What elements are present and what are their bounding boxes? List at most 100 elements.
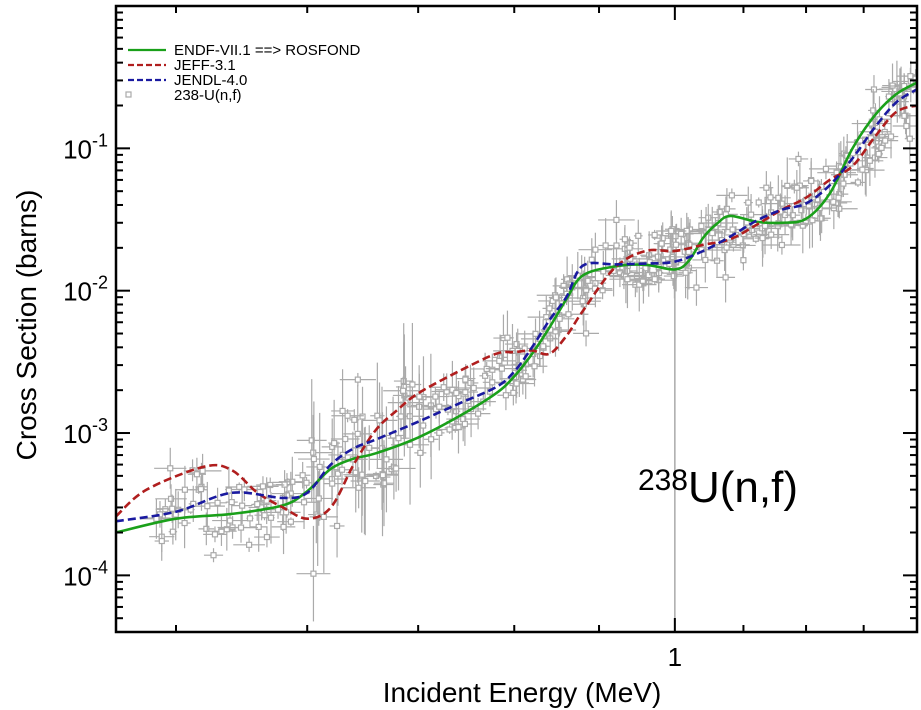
point-marker xyxy=(543,314,550,321)
data-point xyxy=(588,238,595,282)
data-point xyxy=(140,498,173,539)
point-marker xyxy=(698,222,705,230)
legend-label-2: JENDL-4.0 xyxy=(174,72,247,89)
point-marker xyxy=(372,472,380,480)
point-marker xyxy=(768,231,775,238)
legend-label-1: JEFF-3.1 xyxy=(174,57,236,74)
point-marker xyxy=(462,376,469,383)
point-marker xyxy=(841,171,848,178)
data-point xyxy=(343,385,373,483)
data-point xyxy=(538,293,568,309)
point-marker xyxy=(552,294,560,301)
point-marker xyxy=(181,519,188,527)
point-marker xyxy=(210,552,217,559)
data-point xyxy=(803,157,820,204)
data-point xyxy=(850,177,866,188)
point-marker xyxy=(621,236,629,243)
point-marker xyxy=(799,222,806,229)
point-marker xyxy=(436,403,443,410)
data-point xyxy=(797,198,808,254)
point-marker xyxy=(246,515,254,522)
point-marker xyxy=(740,257,747,264)
data-point xyxy=(328,399,341,487)
point-marker xyxy=(840,180,847,187)
point-marker xyxy=(158,537,165,545)
data-point xyxy=(450,371,463,415)
data-point xyxy=(373,440,395,527)
data-point xyxy=(708,243,746,252)
data-point xyxy=(598,200,635,240)
data-point xyxy=(434,415,445,451)
data-point xyxy=(485,352,519,385)
point-marker xyxy=(531,363,538,370)
point-marker xyxy=(906,135,913,142)
data-point xyxy=(296,525,331,622)
point-marker xyxy=(489,366,496,373)
point-marker xyxy=(767,194,774,201)
data-point xyxy=(366,447,400,503)
data-point xyxy=(462,369,469,390)
data-point xyxy=(663,263,684,290)
data-point xyxy=(542,301,557,316)
data-point xyxy=(716,188,748,203)
data-point xyxy=(888,73,917,99)
point-marker xyxy=(392,465,400,472)
point-marker xyxy=(685,248,692,256)
point-marker xyxy=(225,487,232,494)
point-marker xyxy=(299,472,306,479)
point-marker xyxy=(830,198,837,205)
data-point xyxy=(698,206,727,260)
point-marker xyxy=(333,522,341,530)
data-point xyxy=(773,203,809,245)
point-marker xyxy=(504,334,511,341)
data-point xyxy=(208,487,227,518)
data-point xyxy=(301,476,312,489)
data-point xyxy=(510,330,539,367)
data-point xyxy=(175,465,195,514)
data-point xyxy=(633,219,643,252)
data-point xyxy=(154,529,169,553)
data-point xyxy=(654,225,669,262)
point-marker xyxy=(228,499,235,506)
point-marker xyxy=(461,420,469,428)
point-marker xyxy=(702,256,709,264)
data-point xyxy=(548,277,564,318)
data-point xyxy=(341,467,376,509)
point-marker xyxy=(668,227,675,235)
data-point xyxy=(581,283,591,297)
point-marker xyxy=(859,166,866,173)
data-point xyxy=(203,526,227,543)
point-marker xyxy=(522,373,529,380)
point-marker xyxy=(560,282,567,289)
point-marker xyxy=(287,518,294,525)
point-marker xyxy=(723,205,730,212)
data-point xyxy=(423,399,439,480)
point-marker xyxy=(482,372,489,379)
data-point xyxy=(196,476,205,503)
point-marker xyxy=(223,526,230,533)
point-marker xyxy=(446,426,453,433)
point-marker xyxy=(342,435,349,443)
point-marker xyxy=(380,480,388,487)
data-point xyxy=(625,236,634,259)
data-point xyxy=(755,197,762,208)
point-marker xyxy=(300,499,308,506)
point-marker xyxy=(784,182,791,189)
data-point xyxy=(501,310,514,365)
point-marker xyxy=(280,523,287,530)
data-point xyxy=(323,467,342,501)
data-point xyxy=(296,379,327,502)
point-marker xyxy=(259,483,267,490)
data-point xyxy=(764,181,777,214)
data-point xyxy=(331,454,353,486)
point-marker xyxy=(752,235,759,242)
y-axis-label: Cross Section (barns) xyxy=(11,190,42,461)
data-point xyxy=(644,273,665,285)
point-marker xyxy=(789,212,796,219)
point-marker xyxy=(836,205,843,212)
point-marker xyxy=(565,311,572,318)
data-point xyxy=(609,250,646,309)
point-marker xyxy=(241,486,248,493)
point-marker xyxy=(822,165,830,172)
point-marker xyxy=(470,384,477,392)
